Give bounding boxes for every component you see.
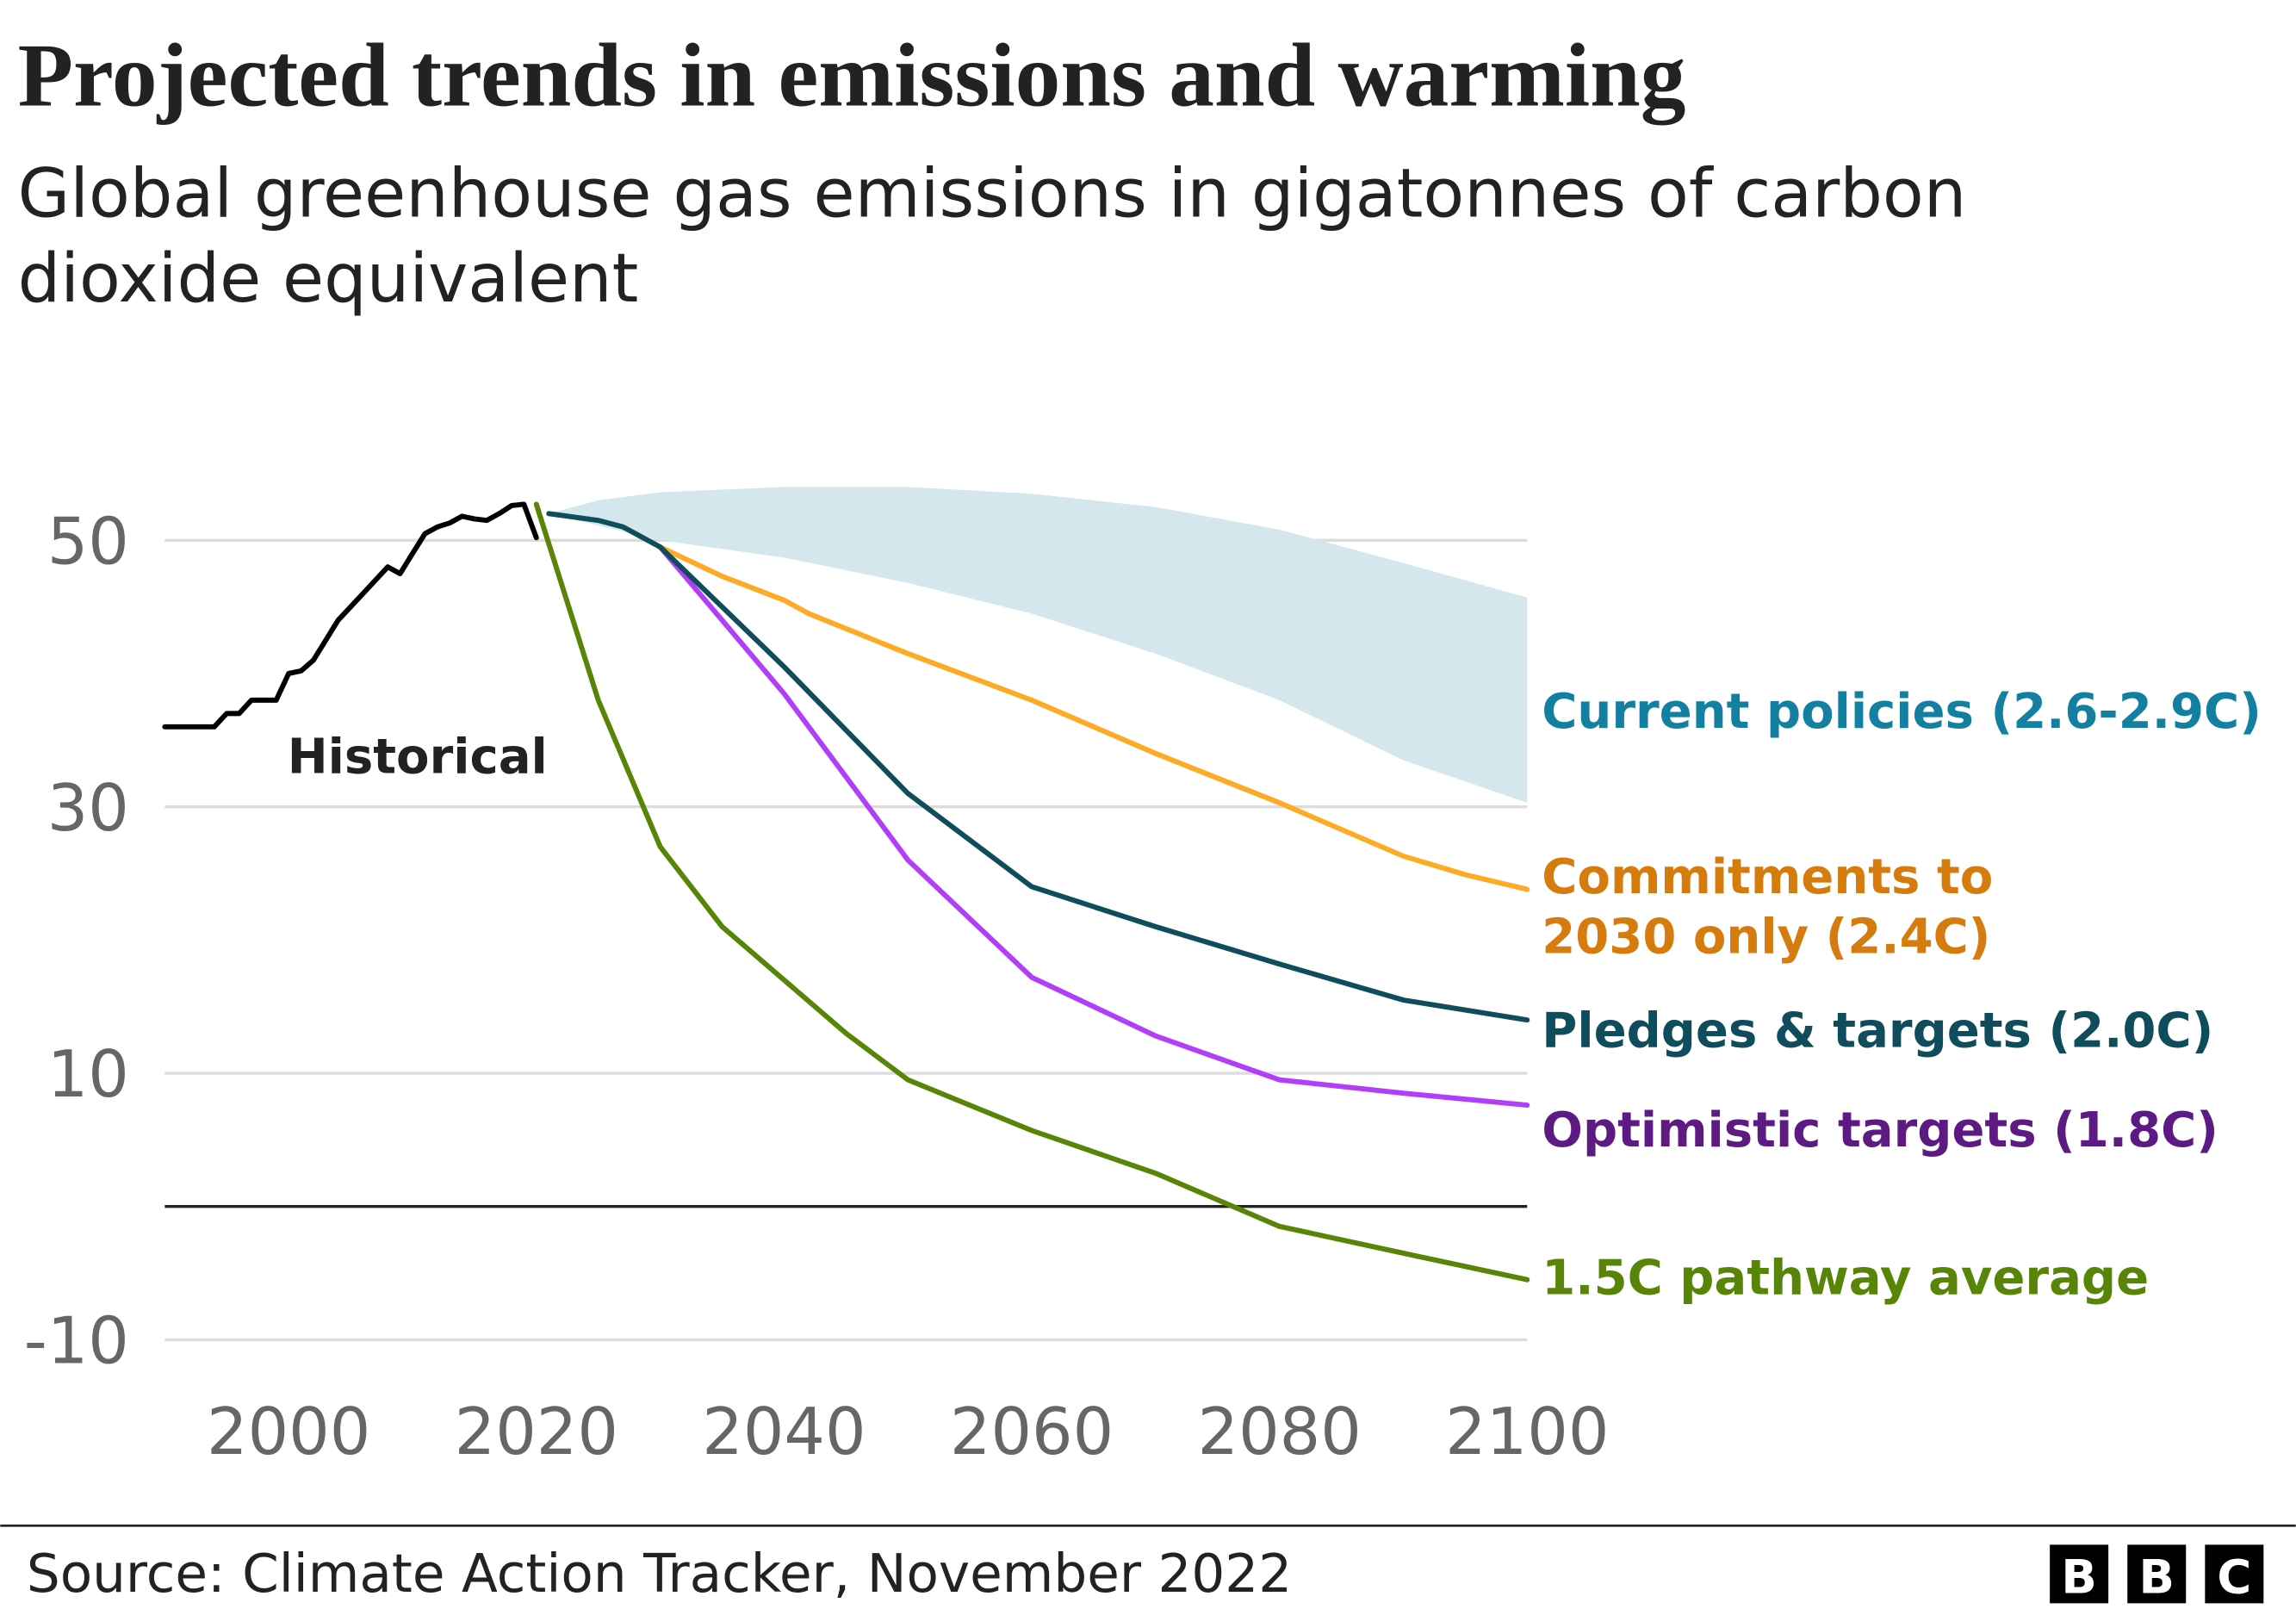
svg-text:B: B	[2139, 1550, 2175, 1605]
y-tick-label: -10	[24, 1304, 129, 1379]
x-tick-label: 2000	[207, 1394, 370, 1469]
y-axis: 50 30 10 -10	[24, 504, 129, 1378]
series-label: Pledges & targets (2.0C)	[1542, 1003, 2213, 1059]
svg-text:B: B	[2061, 1550, 2096, 1605]
x-tick-label: 2020	[455, 1394, 618, 1469]
chart-subtitle-line2: dioxide equivalent	[18, 239, 639, 318]
series-label: Optimistic targets (1.8C)	[1542, 1103, 2218, 1158]
series-labels: Historical Current policies (2.6-2.9C) Com…	[288, 684, 2262, 1307]
y-tick-label: 30	[47, 771, 129, 846]
x-tick-label: 2040	[702, 1394, 866, 1469]
x-axis: 2000 2020 2040 2060 2080 2100	[207, 1394, 1609, 1469]
chart-title: Projected trends in emissions and warmin…	[18, 24, 1686, 125]
series-line-pledges-targets-2-0c-	[546, 511, 1530, 1023]
series-label: Current policies (2.6-2.9C)	[1542, 684, 2262, 740]
current-policies-band	[549, 487, 1528, 804]
chart-subtitle-line1: Global greenhouse gas emissions in gigat…	[18, 155, 1967, 233]
x-tick-label: 2060	[950, 1394, 1114, 1469]
svg-text:C: C	[2217, 1550, 2251, 1605]
series-label: 1.5C pathway average	[1542, 1251, 2149, 1307]
series-line-historical	[162, 501, 539, 730]
series-label: Commitments to	[1542, 849, 1993, 905]
x-tick-label: 2100	[1445, 1394, 1609, 1469]
series-line-1-5c-pathway-average	[533, 501, 1530, 1283]
y-tick-label: 50	[47, 504, 129, 579]
series-label: 2030 only (2.4C)	[1542, 910, 1990, 966]
source-note: Source: Climate Action Tracker, November…	[27, 1544, 1292, 1605]
series-label: Historical	[288, 730, 548, 786]
y-tick-label: 10	[47, 1037, 129, 1112]
series-line-optimistic-targets-1-8c-	[657, 544, 1530, 1109]
series-line-commitments-to-2030-only-2-4c-	[657, 544, 1530, 892]
series-group	[162, 487, 1530, 1283]
x-tick-label: 2080	[1197, 1394, 1361, 1469]
bbc-logo: B B C	[2050, 1544, 2264, 1605]
